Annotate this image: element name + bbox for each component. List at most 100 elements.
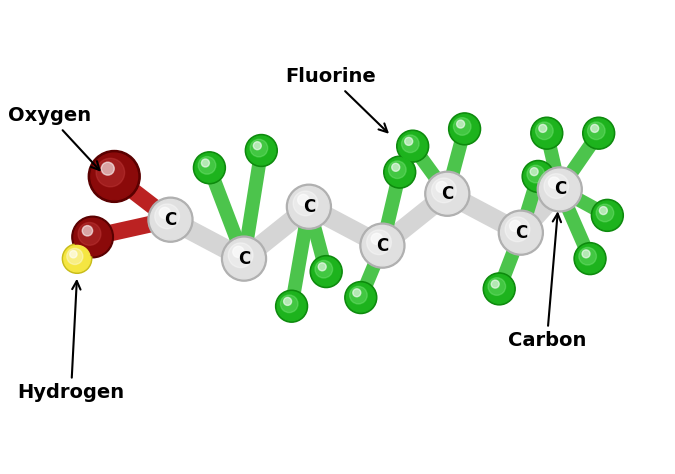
Circle shape	[544, 173, 569, 199]
Circle shape	[74, 219, 111, 255]
Circle shape	[72, 216, 113, 258]
Circle shape	[247, 136, 275, 165]
Text: Carbon: Carbon	[508, 214, 586, 350]
Circle shape	[431, 178, 456, 203]
Text: Hydrogen: Hydrogen	[18, 281, 125, 402]
Circle shape	[505, 217, 530, 242]
Circle shape	[286, 184, 331, 229]
Circle shape	[582, 250, 590, 258]
Circle shape	[405, 137, 412, 146]
Circle shape	[498, 210, 543, 255]
Circle shape	[449, 113, 481, 145]
Circle shape	[228, 243, 253, 268]
Circle shape	[425, 171, 470, 216]
Circle shape	[385, 158, 414, 187]
Circle shape	[596, 204, 614, 222]
Circle shape	[96, 158, 125, 187]
Circle shape	[346, 283, 375, 312]
Circle shape	[362, 226, 403, 266]
Circle shape	[483, 273, 515, 305]
Circle shape	[148, 197, 193, 242]
Circle shape	[318, 263, 326, 271]
Circle shape	[530, 168, 538, 176]
Circle shape	[383, 156, 416, 188]
Circle shape	[576, 244, 604, 273]
Circle shape	[535, 122, 553, 139]
Circle shape	[221, 236, 267, 281]
Circle shape	[82, 226, 92, 236]
Circle shape	[312, 257, 341, 286]
Circle shape	[101, 162, 114, 175]
Circle shape	[224, 238, 264, 279]
Circle shape	[62, 244, 92, 273]
Circle shape	[201, 159, 209, 167]
Circle shape	[593, 201, 622, 230]
Circle shape	[531, 117, 563, 149]
Circle shape	[427, 173, 468, 214]
Circle shape	[585, 119, 613, 147]
Circle shape	[353, 289, 361, 297]
Circle shape	[549, 177, 560, 188]
Circle shape	[450, 114, 479, 143]
Circle shape	[501, 212, 541, 253]
Circle shape	[485, 274, 514, 303]
Circle shape	[591, 124, 599, 132]
Circle shape	[591, 200, 623, 231]
Circle shape	[527, 165, 545, 183]
Circle shape	[233, 246, 244, 257]
Circle shape	[456, 120, 464, 128]
Circle shape	[315, 260, 333, 278]
Circle shape	[88, 150, 140, 202]
Text: C: C	[303, 198, 315, 216]
Circle shape	[280, 295, 298, 313]
Circle shape	[587, 122, 605, 139]
Text: C: C	[554, 181, 566, 199]
Circle shape	[67, 248, 83, 264]
Circle shape	[389, 161, 406, 179]
Text: C: C	[441, 185, 454, 203]
Circle shape	[360, 223, 405, 268]
Circle shape	[539, 169, 580, 210]
Circle shape	[392, 164, 400, 171]
Circle shape	[151, 200, 191, 240]
Circle shape	[293, 191, 318, 216]
Circle shape	[91, 153, 138, 200]
Text: C: C	[238, 250, 250, 268]
Circle shape	[402, 135, 419, 153]
Circle shape	[245, 135, 277, 166]
Circle shape	[436, 182, 448, 192]
Circle shape	[155, 204, 180, 228]
Circle shape	[275, 290, 308, 322]
Circle shape	[533, 119, 561, 147]
Circle shape	[194, 152, 225, 184]
Text: C: C	[164, 211, 177, 228]
Circle shape	[289, 186, 329, 227]
Circle shape	[310, 255, 342, 288]
Circle shape	[371, 233, 383, 245]
Circle shape	[574, 243, 606, 274]
Circle shape	[195, 154, 224, 182]
Circle shape	[70, 251, 77, 258]
Circle shape	[367, 230, 392, 255]
Circle shape	[537, 167, 583, 212]
Circle shape	[583, 117, 615, 149]
Circle shape	[524, 162, 553, 191]
Circle shape	[64, 246, 90, 272]
Circle shape	[250, 139, 268, 157]
Text: C: C	[376, 237, 389, 255]
Circle shape	[491, 280, 500, 288]
Circle shape	[78, 222, 101, 246]
Circle shape	[345, 282, 377, 314]
Circle shape	[579, 247, 597, 265]
Circle shape	[488, 278, 506, 295]
Circle shape	[159, 207, 171, 219]
Text: Fluorine: Fluorine	[285, 67, 387, 132]
Circle shape	[298, 194, 309, 206]
Circle shape	[277, 292, 306, 320]
Circle shape	[454, 118, 471, 135]
Text: Oxygen: Oxygen	[8, 106, 99, 170]
Circle shape	[539, 124, 547, 132]
Circle shape	[599, 207, 608, 215]
Circle shape	[397, 130, 429, 162]
Circle shape	[253, 142, 261, 150]
